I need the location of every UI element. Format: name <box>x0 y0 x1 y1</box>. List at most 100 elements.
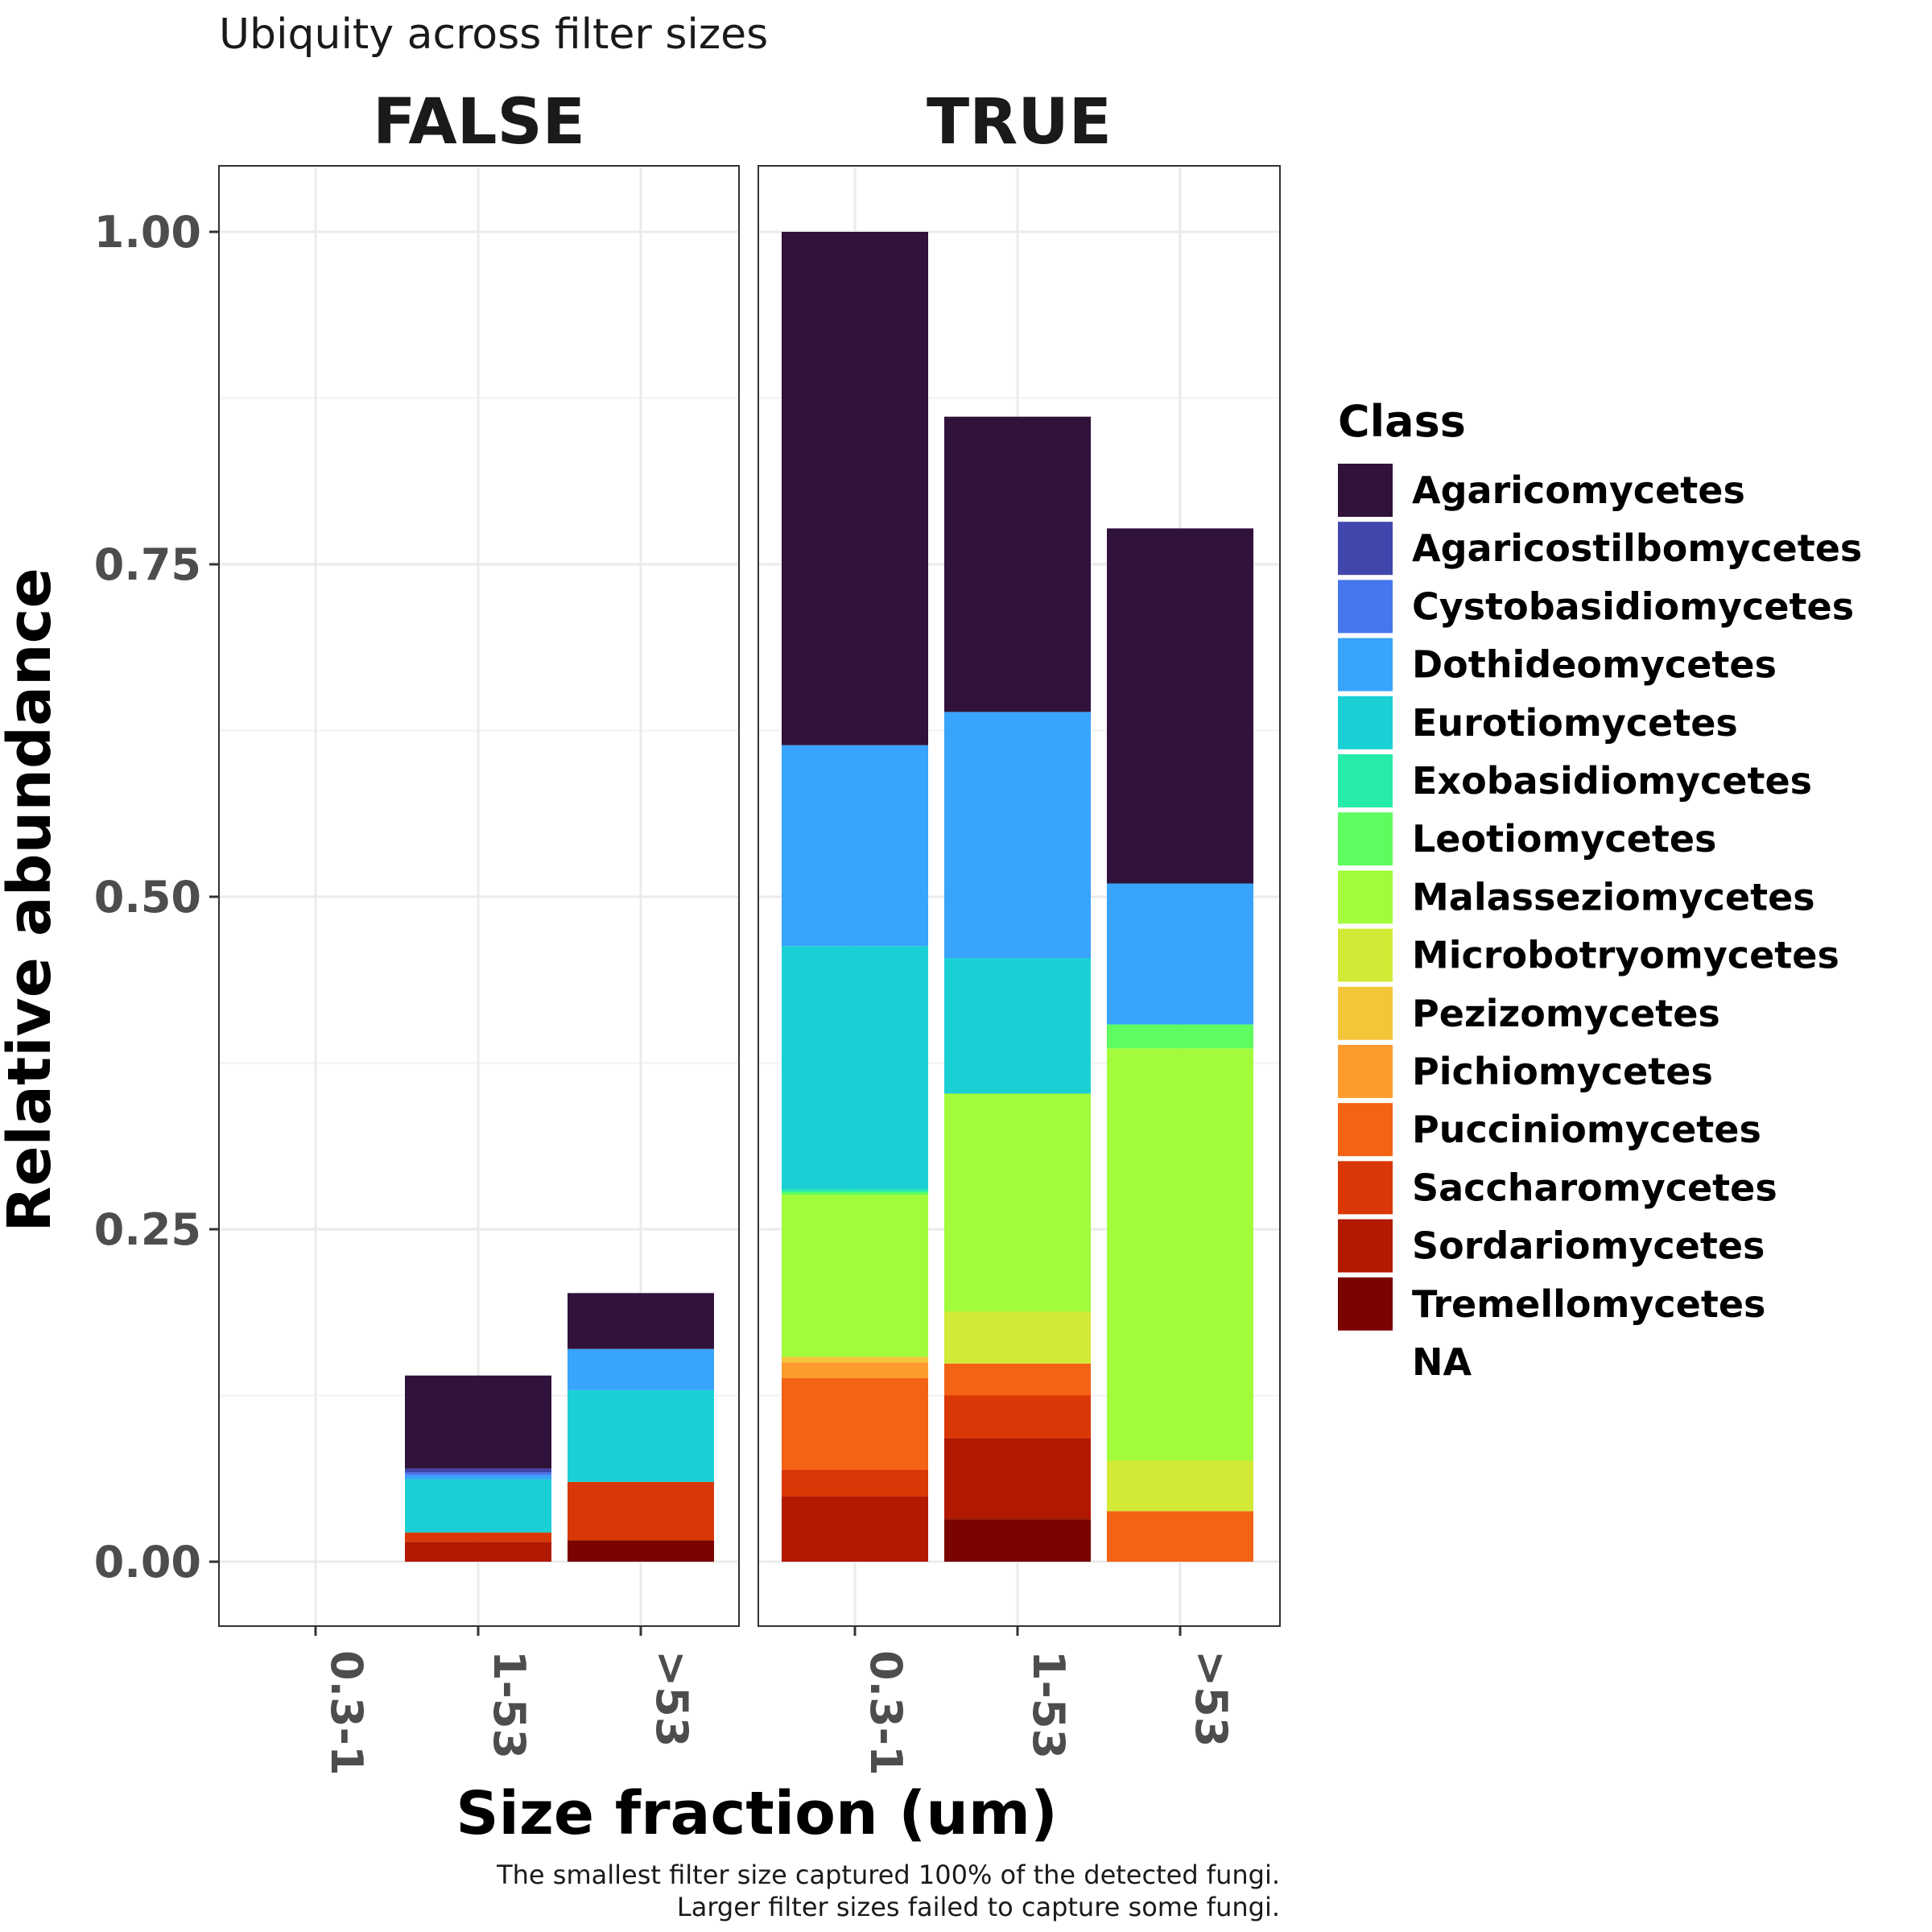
chart-title: Ubiquity across filter sizes <box>219 10 768 59</box>
legend-swatch <box>1338 812 1393 866</box>
bar-segment-sordariomycetes <box>944 1438 1091 1520</box>
legend-label: Pichiomycetes <box>1412 1050 1713 1093</box>
panel-border <box>758 165 1281 1627</box>
legend: Class Agaricomycetes Agaricostilbomycetes C… <box>1338 396 1862 1389</box>
legend-label: Pezizomycetes <box>1412 992 1720 1035</box>
facet-label: FALSE <box>373 86 585 159</box>
legend-title: Class <box>1338 396 1466 447</box>
legend-label: Leotiomycetes <box>1412 817 1716 861</box>
x-axis-label: Size fraction (um) <box>456 1779 1058 1848</box>
legend-swatch <box>1338 1103 1393 1157</box>
legend-item: NA <box>1338 1335 1472 1389</box>
x-tick-label: 1-53 <box>484 1650 535 1759</box>
legend-swatch <box>1338 986 1393 1040</box>
legend-swatch <box>1338 522 1393 576</box>
legend-swatch <box>1338 754 1393 807</box>
legend-label: Eurotiomycetes <box>1412 701 1738 745</box>
bar-segment-dothideomycetes <box>782 745 928 947</box>
bar-segment-eurotiomycetes <box>405 1479 551 1533</box>
y-tick-label: 0.75 <box>94 539 201 590</box>
legend-swatch <box>1338 580 1393 634</box>
x-tick-label: 1-53 <box>1023 1650 1074 1759</box>
legend-item: Tremellomycetes <box>1338 1277 1765 1331</box>
panel-false: FALSE 0.3-1 1-53 >53 <box>218 86 740 1776</box>
y-tick-label: 0.00 <box>94 1537 201 1587</box>
legend-label: Dothideomycetes <box>1412 643 1777 687</box>
legend-swatch <box>1338 1335 1393 1389</box>
bar-segment-agaricomycetes <box>568 1293 714 1349</box>
bar-segment-sordariomycetes <box>782 1496 928 1562</box>
legend-item: Microbotryomycetes <box>1338 928 1839 982</box>
bar-segment-microbotryomycetes <box>944 1311 1091 1364</box>
legend-item: Eurotiomycetes <box>1338 696 1738 749</box>
y-tick-label: 0.50 <box>94 872 201 923</box>
legend-label: Malasseziomycetes <box>1412 875 1815 919</box>
legend-swatch <box>1338 870 1393 924</box>
bar-segment-pichiomycetes <box>782 1362 928 1379</box>
bar-segment-saccharomycetes <box>944 1395 1091 1439</box>
bar-segment-eurotiomycetes <box>782 946 928 1190</box>
legend-label: Cystobasidiomycetes <box>1412 584 1854 628</box>
bar-segment-leotiomycetes <box>1107 1024 1253 1049</box>
legend-label: Agaricomycetes <box>1412 469 1745 512</box>
bar-segment-malasseziomycetes <box>782 1195 928 1357</box>
y-axis-label: Relative abundance <box>0 568 64 1232</box>
legend-item: Sordariomycetes <box>1338 1219 1765 1273</box>
bar-segment-dothideomycetes <box>568 1348 714 1390</box>
bar-segment-cystobasidiomycetes <box>405 1472 551 1476</box>
legend-label: NA <box>1412 1340 1472 1384</box>
bar-segment-eurotiomycetes <box>944 957 1091 1094</box>
legend-swatch <box>1338 1219 1393 1273</box>
bar-segment-agaricomycetes <box>405 1375 551 1469</box>
bar-segment-agaricomycetes <box>944 416 1091 712</box>
legend-item: Leotiomycetes <box>1338 812 1716 866</box>
bar-segment-exobasidiomycetes <box>782 1189 928 1192</box>
bar-segment-agaricostilbomycetes <box>405 1468 551 1473</box>
legend-label: Sordariomycetes <box>1412 1224 1765 1268</box>
x-tick-label: 0.3-1 <box>321 1650 372 1776</box>
bar-segment-tremellomycetes <box>944 1519 1091 1562</box>
bar-segment-agaricomycetes <box>782 232 928 745</box>
x-tick-label: >53 <box>1186 1650 1236 1747</box>
legend-label: Pucciniomycetes <box>1412 1108 1761 1151</box>
legend-label: Exobasidiomycetes <box>1412 759 1812 803</box>
bar-segment-pezizomycetes <box>782 1356 928 1363</box>
x-tick-label: >53 <box>646 1650 697 1747</box>
legend-swatch <box>1338 638 1393 691</box>
legend-label: Microbotryomycetes <box>1412 934 1839 977</box>
bar-segment-malasseziomycetes <box>1107 1048 1253 1461</box>
legend-item: Cystobasidiomycetes <box>1338 580 1854 634</box>
bar-segment-pucciniomycetes <box>944 1363 1091 1396</box>
legend-item: Exobasidiomycetes <box>1338 754 1812 807</box>
legend-label: Saccharomycetes <box>1412 1166 1777 1209</box>
panels-layer: FALSE 0.3-1 1-53 >53 TRUE 0.3-1 1-53 >53 <box>218 86 1281 1776</box>
legend-item: Dothideomycetes <box>1338 638 1777 691</box>
bar-segment-dothideomycetes <box>405 1475 551 1480</box>
legend-swatch <box>1338 928 1393 982</box>
legend-swatch <box>1338 1161 1393 1215</box>
panel-true: TRUE 0.3-1 1-53 >53 <box>758 86 1281 1776</box>
legend-item: Agaricostilbomycetes <box>1338 522 1862 576</box>
bar-segment-dothideomycetes <box>1107 883 1253 1025</box>
legend-item: Saccharomycetes <box>1338 1161 1777 1215</box>
bar-segment-leotiomycetes <box>782 1191 928 1195</box>
legend-swatch <box>1338 696 1393 749</box>
bar-segment-pucciniomycetes <box>782 1378 928 1471</box>
bar-segment-sordariomycetes <box>405 1542 551 1562</box>
x-tick-label: 0.3-1 <box>861 1650 911 1776</box>
caption-line: The smallest filter size captured 100% o… <box>496 1860 1280 1890</box>
legend-item: Agaricomycetes <box>1338 464 1745 517</box>
y-axis: 0.00 0.25 0.50 0.75 1.00 <box>94 207 219 1587</box>
bar-segment-saccharomycetes <box>568 1481 714 1541</box>
legend-item: Pichiomycetes <box>1338 1045 1713 1098</box>
legend-label: Agaricostilbomycetes <box>1412 526 1862 570</box>
bar-segment-tremellomycetes <box>568 1540 714 1562</box>
bar-segment-saccharomycetes <box>782 1470 928 1497</box>
facet-label: TRUE <box>927 86 1112 159</box>
bar-segment-dothideomycetes <box>944 712 1091 958</box>
y-tick-label: 1.00 <box>94 207 201 258</box>
bar-segment-microbotryomycetes <box>1107 1460 1253 1512</box>
legend-swatch <box>1338 464 1393 517</box>
